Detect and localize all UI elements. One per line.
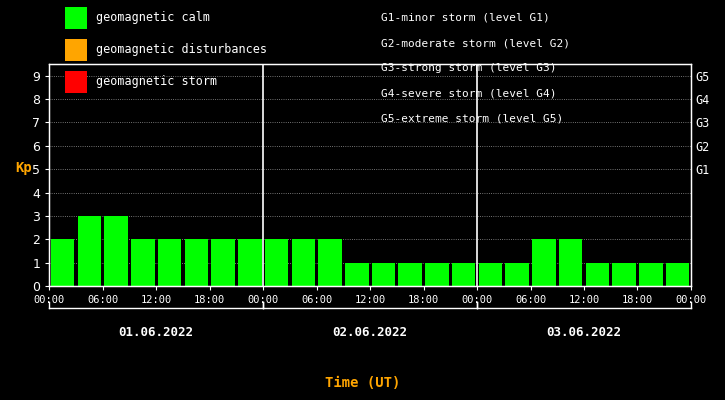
- Bar: [104, 216, 128, 286]
- Bar: [586, 263, 609, 286]
- Bar: [51, 239, 75, 286]
- Bar: [613, 263, 636, 286]
- Bar: [399, 263, 422, 286]
- Bar: [265, 239, 289, 286]
- Bar: [505, 263, 529, 286]
- Bar: [238, 239, 262, 286]
- Bar: [158, 239, 181, 286]
- Bar: [185, 239, 208, 286]
- Bar: [425, 263, 449, 286]
- Text: G1-minor storm (level G1): G1-minor storm (level G1): [381, 13, 550, 23]
- Bar: [211, 239, 235, 286]
- Bar: [318, 239, 341, 286]
- Text: geomagnetic storm: geomagnetic storm: [96, 76, 217, 88]
- Text: G2-moderate storm (level G2): G2-moderate storm (level G2): [381, 38, 570, 48]
- Text: G3-strong storm (level G3): G3-strong storm (level G3): [381, 64, 556, 74]
- Text: Time (UT): Time (UT): [325, 376, 400, 390]
- Bar: [452, 263, 476, 286]
- Y-axis label: Kp: Kp: [15, 161, 33, 175]
- Bar: [131, 239, 154, 286]
- Bar: [478, 263, 502, 286]
- Text: geomagnetic disturbances: geomagnetic disturbances: [96, 44, 267, 56]
- Bar: [78, 216, 102, 286]
- Text: geomagnetic calm: geomagnetic calm: [96, 12, 210, 24]
- Text: G4-severe storm (level G4): G4-severe storm (level G4): [381, 89, 556, 99]
- Bar: [372, 263, 395, 286]
- Bar: [639, 263, 663, 286]
- Bar: [291, 239, 315, 286]
- Text: G5-extreme storm (level G5): G5-extreme storm (level G5): [381, 114, 563, 124]
- Bar: [666, 263, 689, 286]
- Text: 02.06.2022: 02.06.2022: [333, 326, 407, 338]
- Bar: [345, 263, 368, 286]
- Bar: [559, 239, 582, 286]
- Text: 01.06.2022: 01.06.2022: [119, 326, 194, 338]
- Bar: [532, 239, 555, 286]
- Text: 03.06.2022: 03.06.2022: [547, 326, 621, 338]
